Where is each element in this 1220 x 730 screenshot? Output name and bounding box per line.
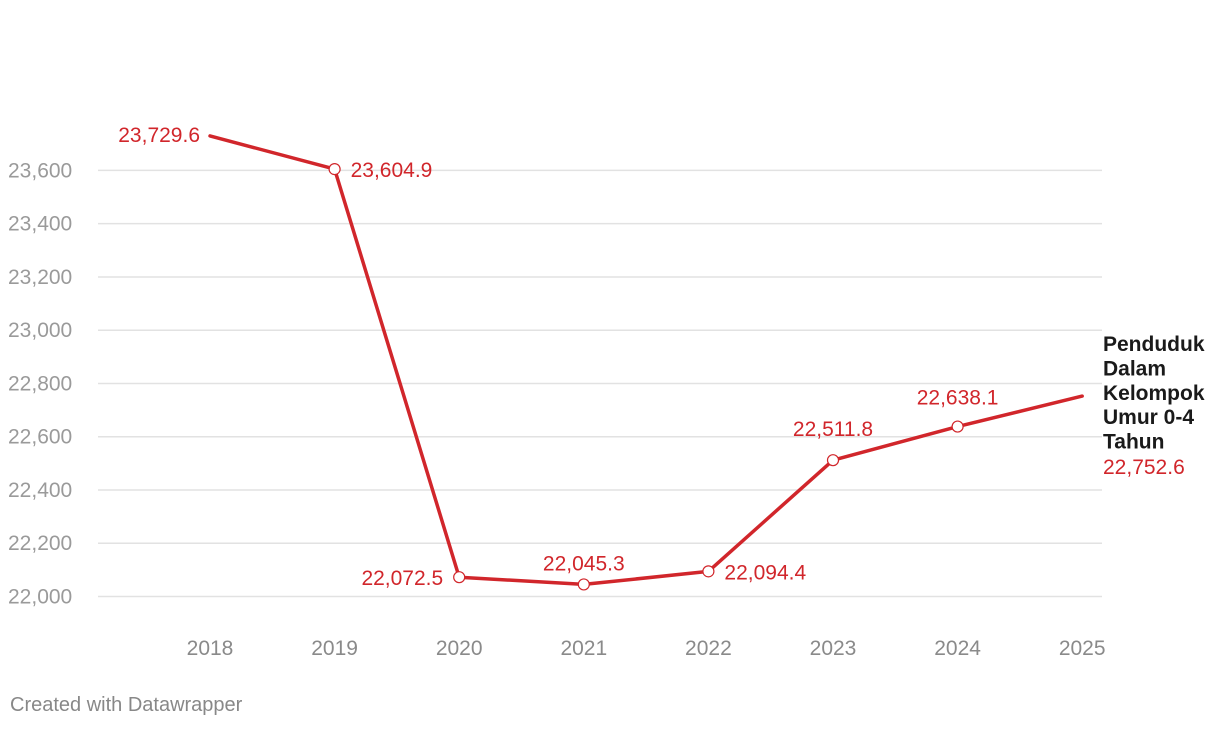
y-tick-label: 23,000 bbox=[8, 319, 72, 342]
y-tick-label: 22,600 bbox=[8, 426, 72, 449]
data-label: 22,072.5 bbox=[361, 567, 443, 590]
data-point bbox=[328, 163, 341, 176]
gridlines bbox=[98, 169, 1102, 598]
series-line bbox=[208, 134, 1084, 587]
data-label: 22,638.1 bbox=[917, 387, 999, 410]
data-point bbox=[702, 565, 715, 578]
y-tick-label: 23,600 bbox=[8, 159, 72, 182]
y-tick-label: 22,800 bbox=[8, 372, 72, 395]
series-name-line: Tahun bbox=[1103, 431, 1164, 454]
y-tick-label: 23,400 bbox=[8, 213, 72, 236]
data-label: 22,045.3 bbox=[543, 552, 625, 575]
y-tick-label: 22,000 bbox=[8, 586, 72, 609]
x-tick-label: 2019 bbox=[311, 637, 358, 660]
data-point bbox=[951, 420, 964, 433]
data-labels: 23,729.6 23,604.9 22,072.5 22,045.3 22,094.4… bbox=[118, 124, 998, 590]
x-axis: 2018 2019 2020 2021 2022 2023 2024 2025 bbox=[187, 637, 1106, 660]
line-chart: 22,000 22,200 22,400 22,600 22,800 23,000 23,2… bbox=[8, 124, 1205, 660]
y-tick-label: 22,400 bbox=[8, 479, 72, 502]
series-name-line: Umur 0-4 bbox=[1103, 406, 1194, 429]
data-point bbox=[453, 571, 466, 584]
x-tick-label: 2018 bbox=[187, 637, 234, 660]
data-label: 22,094.4 bbox=[724, 561, 806, 584]
x-tick-label: 2022 bbox=[685, 637, 732, 660]
data-point bbox=[826, 454, 840, 467]
x-tick-label: 2025 bbox=[1059, 637, 1106, 660]
y-axis: 22,000 22,200 22,400 22,600 22,800 23,000 23,2… bbox=[8, 159, 72, 608]
x-tick-label: 2023 bbox=[810, 637, 857, 660]
data-label: 22,511.8 bbox=[793, 418, 873, 441]
x-tick-label: 2024 bbox=[934, 637, 981, 660]
x-tick-label: 2020 bbox=[436, 637, 483, 660]
data-points bbox=[328, 163, 964, 591]
series-name-line: Kelompok bbox=[1103, 382, 1205, 405]
credit-text: Created with Datawrapper bbox=[10, 694, 243, 716]
last-value-label: 22,752.6 bbox=[1103, 456, 1185, 479]
data-label: 23,604.9 bbox=[351, 159, 433, 182]
data-point bbox=[577, 578, 590, 591]
x-tick-label: 2021 bbox=[560, 637, 607, 660]
y-tick-label: 23,200 bbox=[8, 266, 72, 289]
data-label: 23,729.6 bbox=[118, 124, 200, 147]
series-name-line: Penduduk bbox=[1103, 333, 1205, 356]
series-name-line: Dalam bbox=[1103, 357, 1166, 380]
y-tick-label: 22,200 bbox=[8, 532, 72, 555]
